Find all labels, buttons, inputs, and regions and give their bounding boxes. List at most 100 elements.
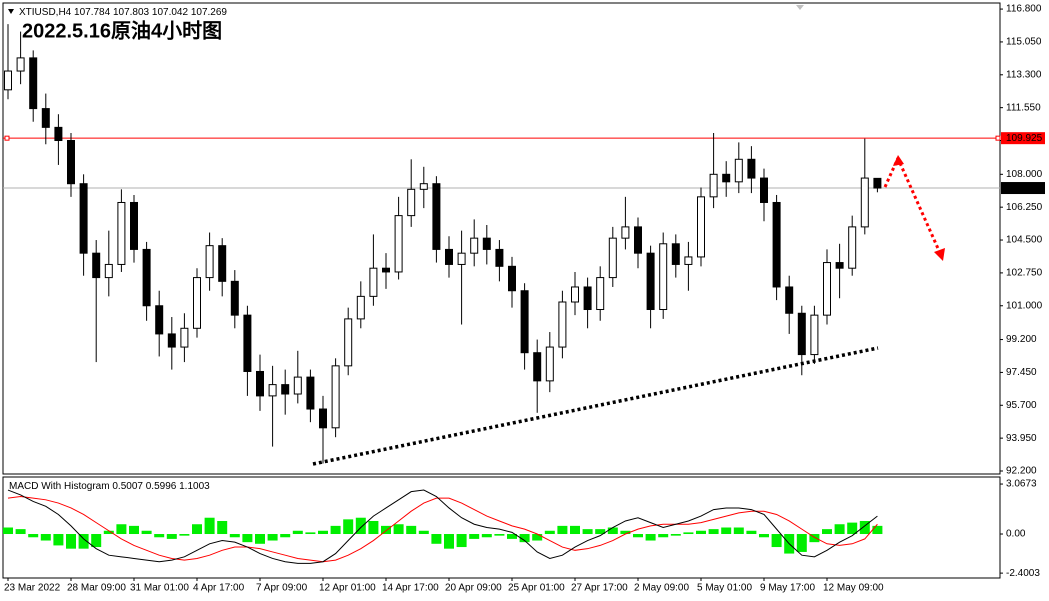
candle-body (860, 177, 869, 228)
candle-body (684, 256, 693, 265)
x-tick-label: 4 Apr 17:00 (193, 583, 245, 594)
open-value: 107.784 (74, 7, 111, 18)
level-handle (995, 135, 1001, 141)
x-tick-label: 12 Apr 01:00 (319, 583, 376, 594)
macd-signal-line (7, 496, 878, 563)
macd-histogram-bar (192, 524, 202, 535)
x-tick-label: 25 Apr 01:00 (508, 583, 565, 594)
macd-histogram-bar (242, 534, 253, 543)
macd-histogram-bar (507, 534, 517, 539)
candle-body (117, 201, 126, 265)
close-value: 107.269 (191, 7, 228, 18)
candle-body (268, 384, 277, 397)
macd-histogram-bar (544, 530, 555, 535)
macd-histogram-bar (381, 525, 391, 535)
macd-histogram-bar (431, 534, 442, 544)
candle-body (596, 277, 605, 311)
candle-body (155, 305, 164, 335)
macd-histogram-bar (28, 534, 39, 538)
macd-histogram-bar (229, 534, 240, 538)
candle-body (646, 252, 655, 311)
macd-histogram-bar (40, 534, 51, 541)
candle-body (369, 267, 378, 297)
candle-body (104, 263, 113, 279)
candle-body (722, 173, 731, 183)
macd-histogram-bar (318, 530, 328, 535)
candle-body (142, 248, 151, 307)
macd-histogram-bar (658, 534, 669, 538)
marks (3, 24, 1001, 564)
macd-histogram-bar (255, 534, 265, 544)
low-value: 107.042 (152, 7, 189, 18)
candle-body (671, 243, 680, 265)
candle-body (130, 201, 138, 250)
macd-histogram-bar (91, 534, 102, 548)
macd-y-tick-label: 3.0673 (1006, 479, 1037, 490)
macd-histogram-bar (759, 534, 769, 538)
candle-body (835, 262, 844, 269)
candle-body (747, 158, 756, 179)
macd-histogram-bar (859, 520, 870, 535)
macd-histogram-bar (696, 530, 706, 535)
x-tick-label: 31 Mar 01:00 (130, 583, 189, 594)
macd-histogram-bar (494, 534, 505, 536)
x-tick-label: 7 Apr 09:00 (256, 583, 308, 594)
macd-histogram-bar (330, 525, 341, 535)
high-value: 107.803 (113, 7, 150, 18)
candle-body (54, 126, 63, 142)
candle-body (256, 370, 264, 397)
candle-body (79, 183, 88, 254)
candle-body (419, 183, 428, 190)
x-tick-label: 28 Mar 09:00 (67, 583, 126, 594)
macd-y-tick-label: 0.00 (1006, 529, 1026, 540)
candle-body (823, 262, 831, 316)
macd-histogram-bar (519, 534, 530, 543)
y-tick-label: 101.000 (1006, 300, 1043, 311)
candle-body (16, 57, 25, 72)
current-price-label: 107.269 (1006, 183, 1043, 194)
macd-main-line (7, 489, 878, 564)
candle-body (344, 318, 353, 367)
y-tick-label: 113.300 (1006, 69, 1042, 80)
y-tick-label: 93.950 (1006, 433, 1037, 444)
macd-header: MACD With Histogram 0.5007 0.5996 1.1003 (9, 481, 210, 492)
y-tick-label: 97.450 (1006, 367, 1037, 378)
macd-histogram-bar (305, 532, 316, 535)
candle-body (230, 280, 239, 316)
macd-histogram-bar (393, 524, 404, 535)
macd-histogram-bar (683, 532, 694, 535)
candle-body (760, 177, 768, 203)
scroll-marker (796, 5, 804, 10)
candle-body (470, 237, 479, 254)
macd-histogram-bar (129, 525, 139, 535)
candle-body (659, 243, 668, 311)
macd-histogram-bar (771, 534, 782, 548)
candle-body (608, 237, 617, 279)
y-tick-label: 106.250 (1006, 202, 1043, 213)
level-label: 109.925 (1006, 133, 1043, 144)
candle-body (445, 248, 453, 265)
candle-body (697, 196, 705, 258)
macd-histogram-bar (633, 534, 643, 538)
candle-body (41, 108, 50, 128)
candle-body (520, 290, 529, 354)
macd-histogram-bar (809, 534, 820, 543)
candle-body (193, 277, 201, 329)
candle-body (167, 333, 176, 348)
candle-body (306, 376, 315, 410)
y-tick-label: 104.500 (1006, 235, 1043, 246)
candle-body (583, 286, 592, 311)
macd-histogram-bar (78, 534, 89, 549)
macd-histogram-bar (3, 527, 13, 535)
macd-histogram-bar (595, 529, 606, 535)
macd-histogram-bar (607, 527, 618, 535)
macd-histogram-bar (456, 534, 467, 548)
x-tick-label: 27 Apr 17:00 (571, 583, 628, 594)
candle-body (810, 314, 819, 356)
macd-histogram-bar (166, 534, 177, 539)
candle-body (432, 183, 441, 250)
macd-histogram-bar (532, 534, 543, 541)
candle-body (558, 301, 567, 348)
level-handle (4, 135, 10, 141)
candle-body (621, 226, 630, 239)
